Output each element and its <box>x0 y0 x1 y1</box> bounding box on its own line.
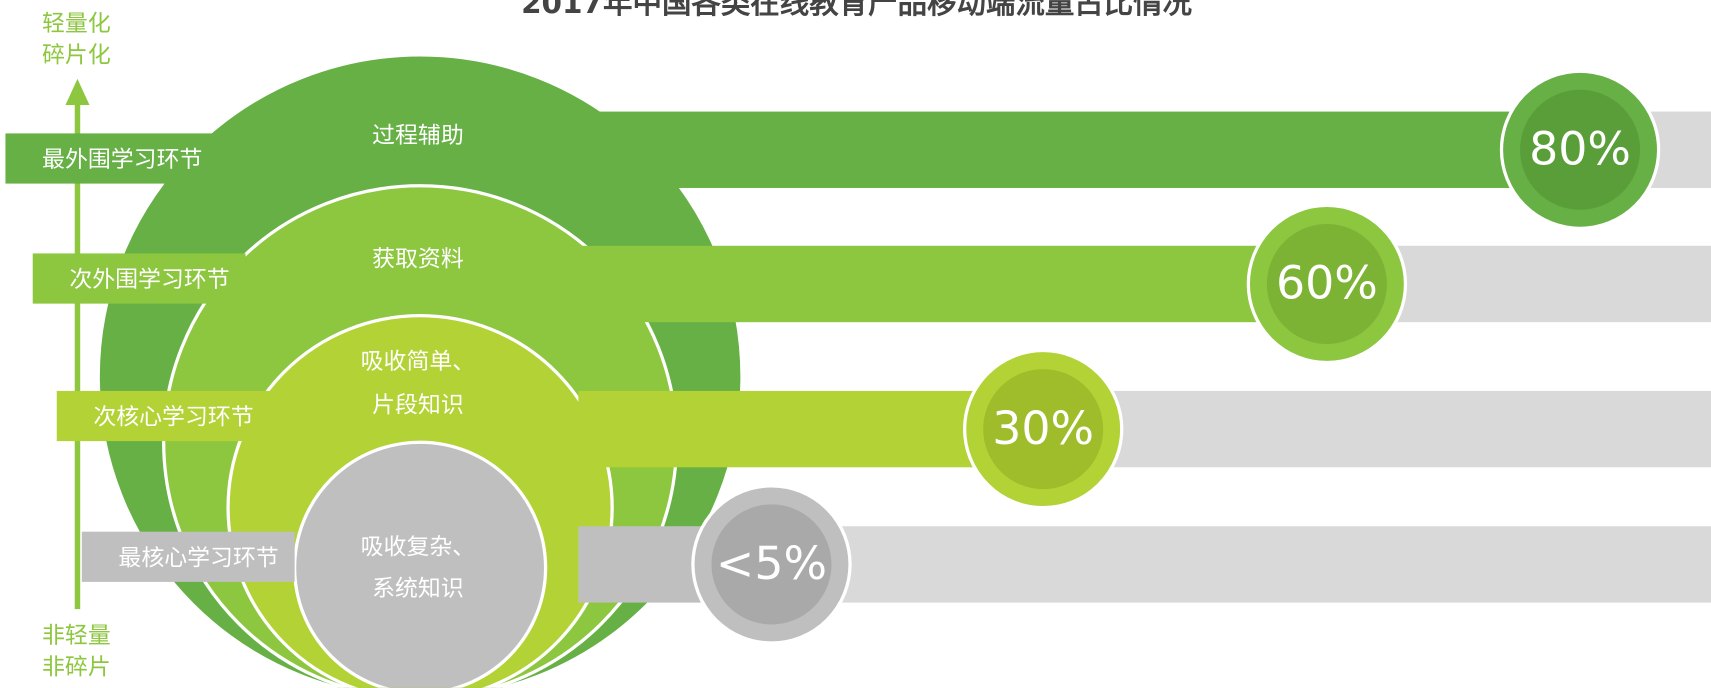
row-label-box <box>81 531 295 582</box>
track <box>1043 390 1711 468</box>
axis-bottom-label: 非碎片 <box>42 655 111 681</box>
axis-arrow <box>65 78 90 106</box>
activity: 吸收复杂、 <box>361 535 476 561</box>
activity: 获取资料 <box>372 246 464 272</box>
row-label-box <box>56 390 270 442</box>
activity: 过程辅助 <box>372 123 464 149</box>
badge-inner <box>983 369 1104 490</box>
row-label: 最核心学习环节 <box>118 545 278 571</box>
bar <box>545 245 1327 323</box>
share-value: 60% <box>1276 256 1378 310</box>
share-value: 80% <box>1529 121 1631 175</box>
bar <box>589 111 1581 188</box>
row-label: 次外围学习环节 <box>69 267 229 293</box>
title: 2017年中国各类在线教育产品移动端流量占比情况 <box>521 0 1193 20</box>
axis: 轻量化 碎片化 非轻量 非碎片 <box>42 11 111 681</box>
row-label-box <box>32 253 246 304</box>
axis-bottom-label: 非轻量 <box>42 623 111 649</box>
core-circle <box>293 440 548 688</box>
badge-inner <box>1266 223 1387 344</box>
axis-top-label: 碎片化 <box>42 42 111 68</box>
row-label: 次核心学习环节 <box>93 405 253 431</box>
track <box>771 526 1711 603</box>
badge-inner <box>1520 89 1641 210</box>
share-value: 30% <box>992 401 1094 455</box>
badge-inner <box>711 504 832 625</box>
share-value: <5% <box>716 536 827 590</box>
activity: 片段知识 <box>372 393 464 419</box>
row-label-box <box>5 133 219 184</box>
bars: 80% 60% 30% <5% <box>545 69 1711 645</box>
activity: 吸收简单、 <box>361 349 476 375</box>
activity: 系统知识 <box>372 576 464 602</box>
row-label: 最外围学习环节 <box>42 147 202 173</box>
axis-top-label: 轻量化 <box>42 11 111 37</box>
